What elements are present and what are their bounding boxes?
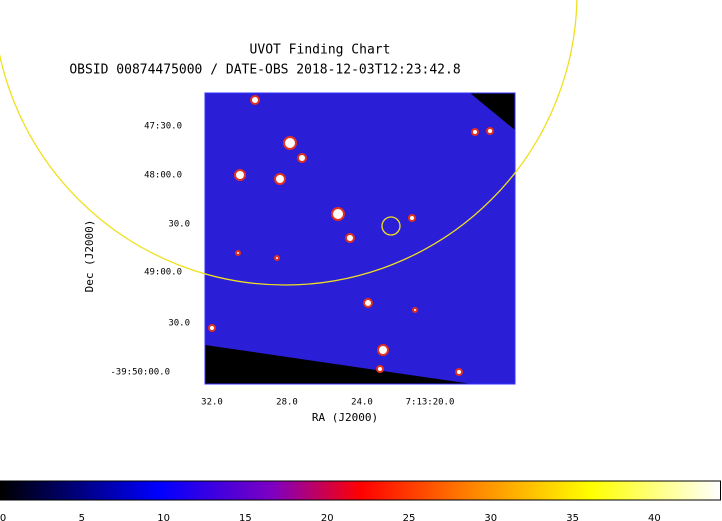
colorbar-tick-label: 5 [79,513,85,521]
title: UVOT Finding Chart [250,43,391,58]
colorbar-tick-label: 20 [321,513,334,521]
y-tick-label: 48:00.0 [144,171,182,181]
colorbar-tick-label: 40 [648,513,661,521]
x-tick-label: 24.0 [351,398,373,408]
colorbar-tick-label: 35 [566,513,579,521]
x-axis-label: RA (J2000) [312,411,378,424]
image-frame [204,92,516,385]
error-circle-large [0,0,578,286]
y-axis-label: Dec (J2000) [83,220,96,293]
y-tick-label: 30.0 [168,220,190,230]
x-tick-label: 32.0 [201,398,223,408]
y-tick-label: 30.0 [168,319,190,329]
x-tick-label: 28.0 [276,398,298,408]
colorbar-tick-label: 0 [0,513,6,521]
colorbar-tick-label: 25 [403,513,416,521]
colorbar-tick-label: 30 [484,513,497,521]
colorbar-tick-label: 10 [157,513,170,521]
sky-image [205,93,515,384]
error-circle-small [381,216,401,236]
subtitle: OBSID 00874475000 / DATE-OBS 2018-12-03T… [69,63,460,78]
x-tick-label: 7:13:20.0 [406,398,455,408]
y-tick-label: -39:50:00.0 [110,368,170,378]
y-tick-label: 47:30.0 [144,122,182,132]
colorbar-tick-label: 15 [239,513,252,521]
colorbar [0,480,721,501]
y-tick-label: 49:00.0 [144,268,182,278]
stars [208,95,494,376]
